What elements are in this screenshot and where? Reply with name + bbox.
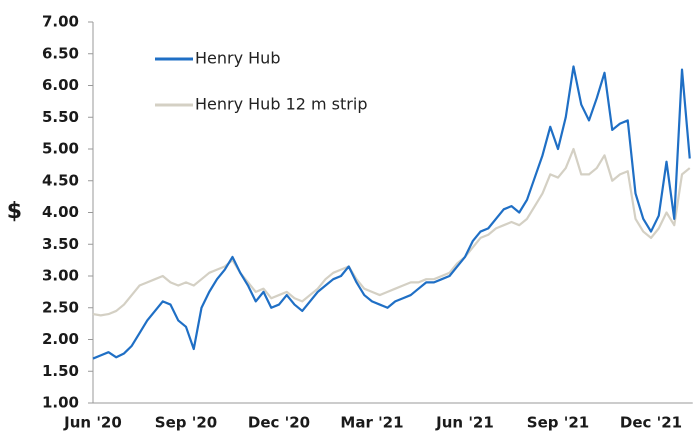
y-tick-label: 6.50 — [42, 44, 79, 62]
x-tick-label: Jun '20 — [63, 414, 122, 432]
x-tick-label: Sep '21 — [527, 414, 589, 432]
y-tick-label: 7.00 — [42, 13, 79, 31]
y-tick-label: 3.00 — [42, 267, 79, 285]
series-line — [92, 65, 691, 360]
y-tick-label: 2.50 — [42, 298, 79, 316]
y-tick-label: 5.00 — [42, 140, 79, 158]
series-line — [92, 147, 691, 317]
y-tick-label: 3.50 — [42, 235, 79, 253]
y-tick-label: 6.00 — [42, 76, 79, 94]
x-tick-label: Dec '21 — [620, 414, 682, 432]
y-tick-label: 5.50 — [42, 108, 79, 126]
x-tick-label: Jun '21 — [435, 414, 494, 432]
legend-label: Henry Hub — [195, 49, 280, 68]
x-tick-label: Mar '21 — [340, 414, 403, 432]
x-tick-label: Sep '20 — [155, 414, 217, 432]
y-tick-label: 1.00 — [42, 394, 79, 412]
x-tick-label: Dec '20 — [248, 414, 310, 432]
y-tick-label: 4.00 — [42, 203, 79, 221]
legend-label: Henry Hub 12 m strip — [195, 95, 367, 114]
y-tick-label: 2.00 — [42, 330, 79, 348]
y-axis-label: $ — [7, 199, 22, 224]
y-tick-label: 4.50 — [42, 171, 79, 189]
y-tick-label: 1.50 — [42, 362, 79, 380]
